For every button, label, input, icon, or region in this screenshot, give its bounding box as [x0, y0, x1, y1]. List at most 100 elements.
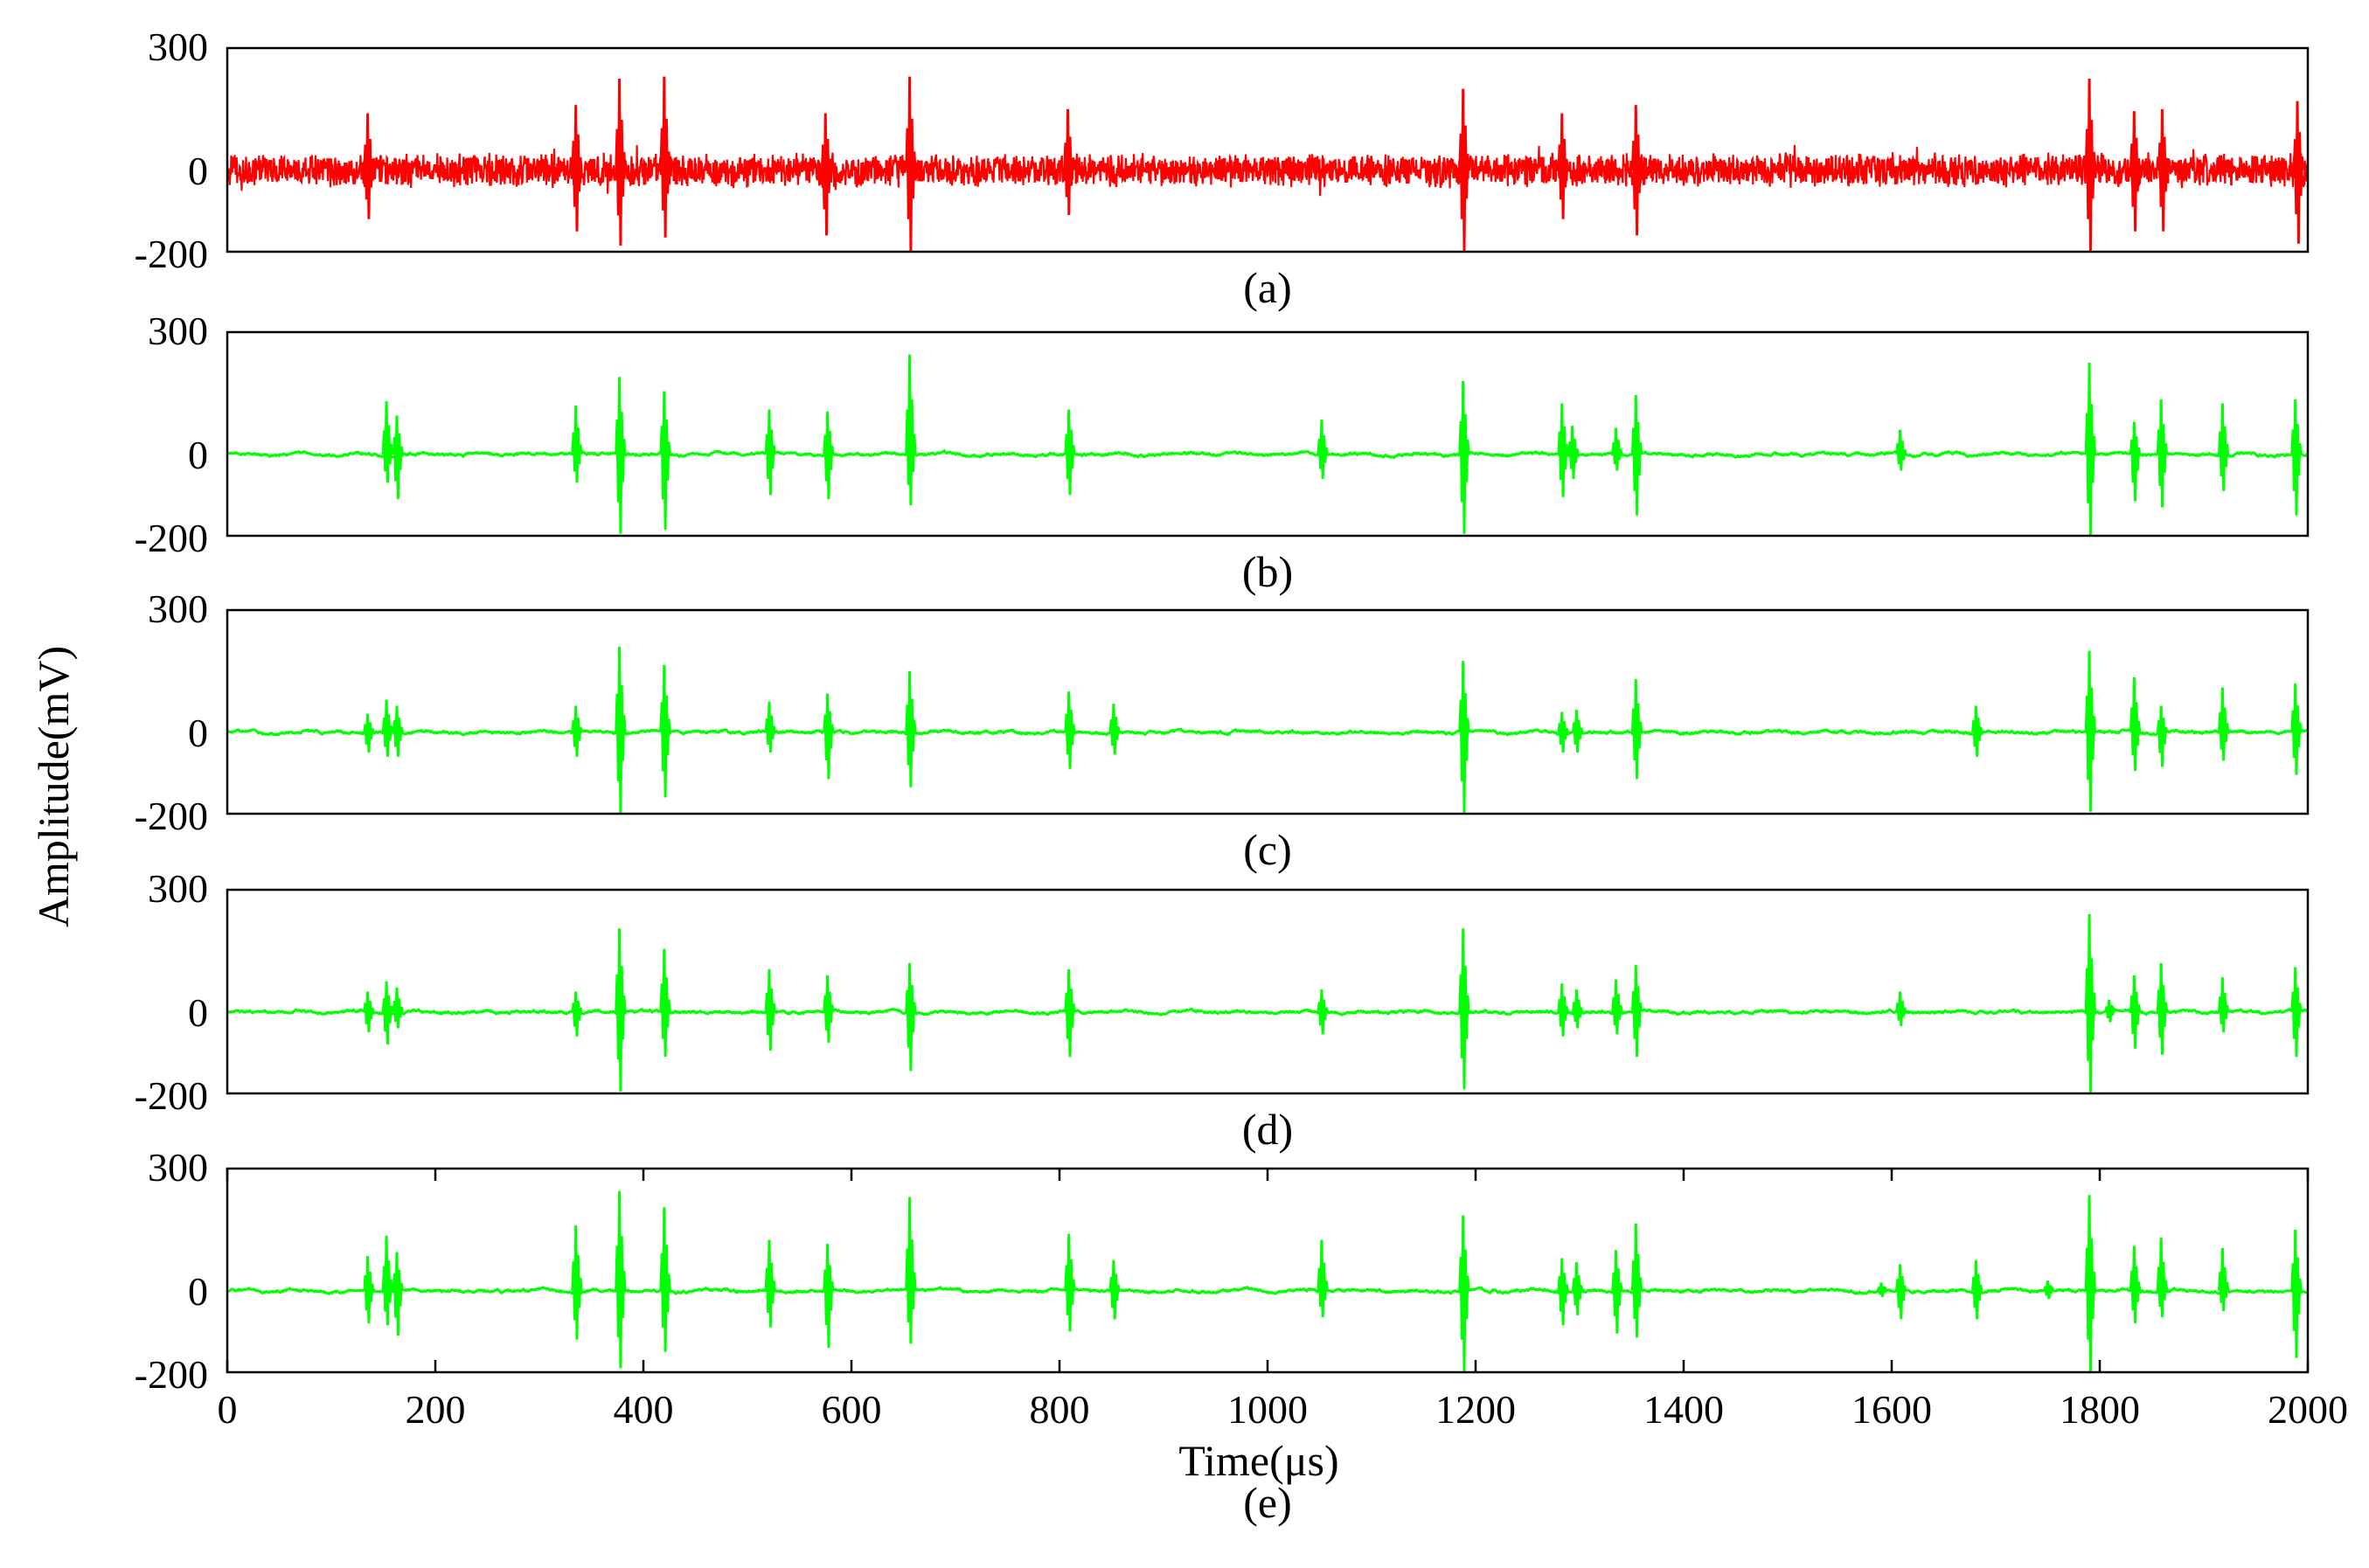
pulse-mark: [615, 928, 627, 1092]
panel-1: -200 0 300 (a): [135, 24, 2310, 312]
pulse-mark: [1458, 661, 1470, 814]
axes-box: [226, 888, 2310, 1095]
pulse-mark: [1316, 1239, 1329, 1318]
pulse-mark: [2043, 1280, 2055, 1300]
pulse-mark: [1895, 991, 1907, 1027]
pulse-mark: [1458, 380, 1470, 534]
pulse-mark: [2218, 687, 2230, 761]
pulse-mark: [2218, 1247, 2230, 1312]
pulse-mark: [823, 975, 835, 1043]
y-tick-label: 300: [148, 24, 208, 69]
panel-label: (a): [1243, 263, 1292, 312]
pulse-mark: [2156, 962, 2169, 1055]
pulse-mark: [2084, 362, 2097, 536]
pulse-mark: [571, 405, 583, 483]
axes-box: [226, 1167, 2310, 1374]
pulse-mark: [615, 377, 627, 534]
pulse-mark: [1458, 88, 1470, 252]
pulse-mark: [2129, 421, 2142, 502]
pulse-mark: [1630, 395, 1643, 516]
pulse-mark: [363, 991, 375, 1033]
x-tick-label: 200: [406, 1387, 466, 1432]
pulse-mark: [764, 1239, 776, 1328]
pulse-mark: [659, 948, 671, 1058]
pulse-mark: [2218, 403, 2230, 491]
y-tick-label: 0: [188, 149, 208, 193]
pulse-mark: [2104, 999, 2116, 1023]
panel-label: (e): [1243, 1478, 1292, 1527]
y-tick-label: 300: [148, 586, 208, 631]
pulse-mark: [381, 401, 394, 483]
panel-label: (c): [1243, 825, 1292, 874]
pulse-mark: [2218, 977, 2230, 1033]
pulse-mark: [823, 411, 835, 500]
y-tick-label: 0: [188, 711, 208, 755]
pulse-mark: [764, 409, 776, 496]
pulse-mark: [764, 968, 776, 1051]
pulse-mark: [1557, 983, 1569, 1037]
x-tick-label: 1200: [1435, 1387, 1516, 1432]
pulse-mark: [1895, 1264, 1907, 1320]
pulse-mark: [1108, 1259, 1121, 1320]
y-tick-label: -200: [135, 516, 208, 560]
panel-label: (d): [1242, 1105, 1293, 1154]
pulse-mark: [905, 670, 917, 787]
pulse-mark: [2084, 1195, 2097, 1372]
pulse-mark: [905, 1197, 917, 1344]
pulse-mark: [2129, 975, 2142, 1049]
pulse-mark: [1064, 691, 1076, 769]
pulse-mark: [615, 1190, 627, 1369]
pulse-mark: [571, 705, 583, 757]
pulse-mark: [363, 113, 375, 219]
pulse-mark: [392, 987, 404, 1029]
x-axis-title: Time(μs): [1178, 1436, 1338, 1485]
pulse-mark: [823, 693, 835, 780]
x-tick-label: 400: [614, 1387, 674, 1432]
pulse-mark: [1611, 1250, 1623, 1334]
x-tick-label: 2000: [2268, 1387, 2348, 1432]
pulse-mark: [2084, 78, 2097, 252]
pulse-mark: [571, 105, 583, 232]
pulse-mark: [1557, 711, 1569, 753]
pulse-mark: [1611, 979, 1623, 1035]
pulse-mark: [1316, 989, 1329, 1035]
pulse-mark: [2290, 683, 2303, 775]
pulse-mark: [1572, 989, 1584, 1029]
pulse-mark: [659, 76, 671, 238]
y-tick-label: -200: [135, 1073, 208, 1118]
pulse-mark: [1630, 679, 1643, 780]
pulse-mark: [2156, 705, 2169, 767]
pulse-mark: [392, 1252, 404, 1336]
signal-line: [227, 727, 2308, 737]
y-tick-label: 0: [188, 1269, 208, 1314]
pulse-mark: [392, 415, 404, 500]
pulse-mark: [1316, 420, 1329, 479]
pulse-mark: [1108, 704, 1121, 755]
x-tick-label: 1400: [1643, 1387, 1724, 1432]
x-tick-label: 600: [822, 1387, 882, 1432]
y-tick-label: 0: [188, 433, 208, 477]
pulse-mark: [2290, 1229, 2303, 1358]
panel-3: -200 0 300 (c): [135, 586, 2310, 874]
pulse-mark: [2156, 1238, 2169, 1318]
y-tick-label: 300: [148, 309, 208, 353]
panels-layer: -2000300(a)-2000300(b)-2000300(c)-200030…: [135, 24, 2348, 1527]
pulse-mark: [381, 981, 394, 1045]
pulse-mark: [2129, 676, 2142, 772]
axes-box: [226, 46, 2310, 253]
y-axis-title: Amplitude(mV): [29, 646, 78, 927]
pulse-mark: [2129, 1245, 2142, 1324]
axes-box: [226, 608, 2310, 815]
pulse-mark: [905, 962, 917, 1072]
pulse-mark: [764, 701, 776, 753]
pulse-mark: [363, 1256, 375, 1324]
pulse-mark: [2292, 101, 2305, 244]
pulse-mark: [2157, 108, 2170, 232]
y-tick-label: -200: [135, 794, 208, 838]
y-tick-label: 300: [148, 1145, 208, 1190]
pulse-mark: [615, 646, 627, 814]
pulse-mark: [2084, 913, 2097, 1093]
pulse-mark: [1876, 1282, 1888, 1297]
pulse-mark: [1064, 968, 1076, 1058]
